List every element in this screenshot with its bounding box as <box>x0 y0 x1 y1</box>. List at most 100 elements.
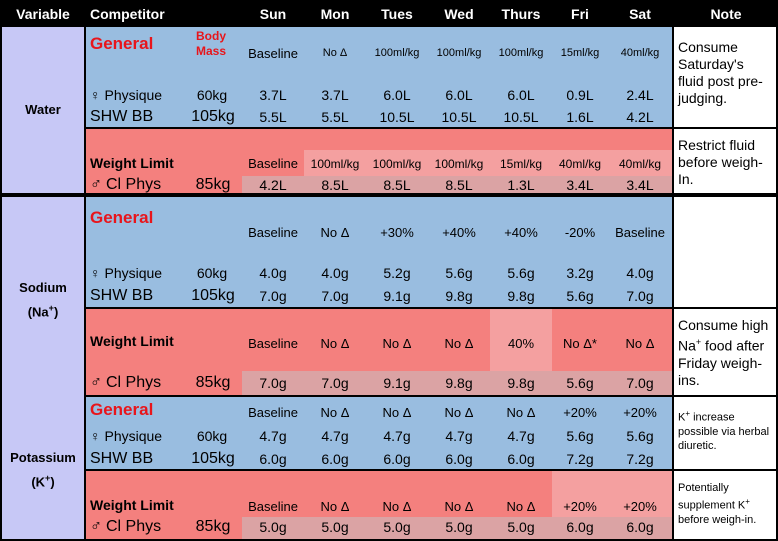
sodium-shwbb-wed: 9.8g <box>445 288 473 304</box>
water-general-block <box>86 27 672 127</box>
potassium-general-change-mon: No Δ <box>320 405 350 420</box>
potassium-wl-change-mon: No Δ <box>320 499 350 514</box>
water-shwbb-wed: 10.5L <box>441 109 477 125</box>
female-icon: ♀ <box>90 87 101 103</box>
potassium-charge: + <box>45 473 51 483</box>
potassium-shwbb-sat: 7.2g <box>626 451 654 467</box>
water-clphys-sun: 4.2L <box>259 177 287 193</box>
potassium-physique-name: ♀ Physique <box>90 428 163 444</box>
potassium-physique-sat: 5.6g <box>626 428 654 444</box>
sodium-weightlimit-note: Consume high Na+ food after Friday weigh… <box>674 309 776 395</box>
potassium-clphys-sat: 6.0g <box>626 519 654 535</box>
male-icon: ♂ <box>90 176 102 193</box>
potassium-clphys-mass: 85kg <box>195 518 231 535</box>
water-shwbb-mon: 5.5L <box>321 109 349 125</box>
water-shwbb-sun: 5.5L <box>259 109 287 125</box>
water-clphys-name: ♂ Cl Phys <box>90 176 162 193</box>
sodium-wl-change-fri: No Δ* <box>563 336 597 351</box>
water-clphys-sat: 3.4L <box>626 177 654 193</box>
water-general-label: General <box>90 34 154 53</box>
potassium-general-change-thurs: No Δ <box>506 405 536 420</box>
header-day-tues: Tues <box>381 6 413 22</box>
potassium-clphys-sun: 5.0g <box>259 519 287 535</box>
potassium-clphys-tues: 5.0g <box>383 519 411 535</box>
water-clphys-tues: 8.5L <box>383 177 411 193</box>
potassium-general-note: K+ increase possible via herbal diuretic… <box>674 397 776 469</box>
potassium-physique-sun: 4.7g <box>259 428 287 444</box>
header-day-thurs: Thurs <box>501 6 541 22</box>
potassium-clphys-thurs: 5.0g <box>507 519 535 535</box>
potassium-clphys-mon: 5.0g <box>321 519 349 535</box>
potassium-physique-mass: 60kg <box>196 428 228 444</box>
sodium-physique-mass: 60kg <box>196 265 228 281</box>
potassium-clphys-wed: 5.0g <box>445 519 473 535</box>
water-weightlimit-note: Restrict fluid before weigh-In. <box>674 129 776 193</box>
sodium-shwbb-fri: 5.6g <box>566 288 594 304</box>
sodium-weightlimit-shade-low <box>242 371 672 395</box>
sodium-clphys-wed: 9.8g <box>445 375 473 391</box>
potassium-wl-change-thurs: No Δ <box>506 499 536 514</box>
potassium-general-change-fri: +20% <box>563 405 597 420</box>
sodium-wl-change-wed: No Δ <box>444 336 474 351</box>
water-clphys-mass: 85kg <box>195 176 231 193</box>
water-clphys-thurs: 1.3L <box>507 177 535 193</box>
sodium-wl-change-mon: No Δ <box>320 336 350 351</box>
variable-label-sodium: Sodium (Na+) <box>19 280 67 320</box>
water-weightlimit-shade <box>304 150 672 176</box>
header-note: Note <box>710 6 742 22</box>
water-general-change-mon: No Δ <box>322 47 348 59</box>
potassium-general-change-sun: Baseline <box>248 405 298 420</box>
water-weightlimit-label: Weight Limit <box>90 155 174 171</box>
sodium-physique-sun: 4.0g <box>259 265 287 281</box>
potassium-shwbb-mon: 6.0g <box>321 451 349 467</box>
potassium-general-change-wed: No Δ <box>444 405 474 420</box>
potassium-physique-wed: 4.7g <box>445 428 473 444</box>
water-physique-mass: 60kg <box>196 87 228 103</box>
sodium-physique-tues: 5.2g <box>383 265 411 281</box>
water-clphys-mon: 8.5L <box>321 177 349 193</box>
female-icon: ♀ <box>90 428 101 444</box>
water-shwbb-mass: 105kg <box>191 108 235 125</box>
sodium-wl-change-thurs: 40% <box>507 336 535 351</box>
sodium-physique-mon: 4.0g <box>321 265 349 281</box>
potassium-physique-mon: 4.7g <box>321 428 349 444</box>
sodium-clphys-name: ♂ Cl Phys <box>90 374 162 391</box>
potassium-physique-tues: 4.7g <box>383 428 411 444</box>
water-wl-change-wed: 100ml/kg <box>434 157 484 171</box>
variable-label-water: Water <box>25 102 61 117</box>
water-physique-name: ♀ Physique <box>90 87 163 103</box>
sodium-shwbb-sat: 7.0g <box>626 288 654 304</box>
sodium-symbol: (Na <box>27 304 49 320</box>
sodium-physique-thurs: 5.6g <box>507 265 535 281</box>
sodium-physique-wed: 5.6g <box>445 265 473 281</box>
water-wl-change-fri: 40ml/kg <box>558 157 602 171</box>
potassium-general-change-tues: No Δ <box>382 405 412 420</box>
sodium-general-change-mon: No Δ <box>320 225 350 240</box>
header-variable: Variable <box>16 6 70 22</box>
sodium-clphys-thurs: 9.8g <box>507 375 535 391</box>
water-wl-change-sun: Baseline <box>248 156 298 171</box>
potassium-wl-change-sun: Baseline <box>248 499 298 514</box>
female-icon: ♀ <box>90 265 101 281</box>
header-competitor: Competitor <box>90 6 165 22</box>
sodium-general-change-tues: +30% <box>380 225 414 240</box>
water-shwbb-name: SHW BB <box>90 108 154 125</box>
water-weightlimit-shade-low <box>242 176 672 193</box>
potassium-weightlimit-shade-fri <box>552 471 672 517</box>
sodium-general-change-sun: Baseline <box>248 225 298 240</box>
sodium-physique-name: ♀ Physique <box>90 265 163 281</box>
sodium-physique-fri: 3.2g <box>566 265 594 281</box>
water-general-change-sat: 40ml/kg <box>620 47 660 59</box>
water-general-change-thurs: 100ml/kg <box>498 47 544 59</box>
sodium-general-change-sat: Baseline <box>615 225 665 240</box>
body-mass-header: Body Mass <box>195 29 227 58</box>
sodium-shwbb-name: SHW BB <box>90 287 154 304</box>
water-general-note: Consume Saturday's fluid post pre-judgin… <box>674 27 776 127</box>
potassium-shwbb-wed: 6.0g <box>445 451 473 467</box>
sodium-general-change-wed: +40% <box>442 225 476 240</box>
sodium-clphys-mass: 85kg <box>195 374 231 391</box>
sodium-physique-sat: 4.0g <box>626 265 654 281</box>
water-physique-tues: 6.0L <box>383 87 411 103</box>
water-physique-fri: 0.9L <box>566 87 594 103</box>
